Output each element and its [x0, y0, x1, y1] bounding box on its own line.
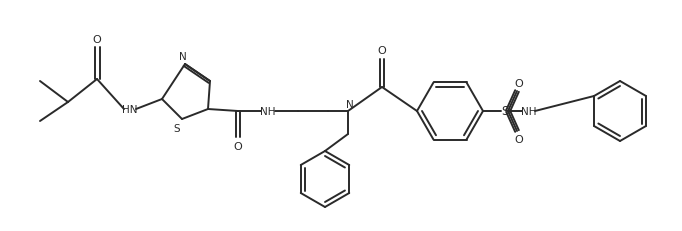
Text: O: O: [515, 134, 523, 144]
Text: N: N: [346, 100, 354, 109]
Text: S: S: [501, 105, 509, 118]
Text: NH: NH: [261, 106, 276, 116]
Text: O: O: [515, 79, 523, 89]
Text: O: O: [234, 141, 242, 151]
Text: O: O: [378, 46, 387, 56]
Text: HN: HN: [122, 105, 138, 115]
Text: S: S: [174, 123, 180, 134]
Text: O: O: [93, 35, 102, 45]
Text: NH: NH: [521, 106, 537, 116]
Text: N: N: [179, 52, 187, 62]
